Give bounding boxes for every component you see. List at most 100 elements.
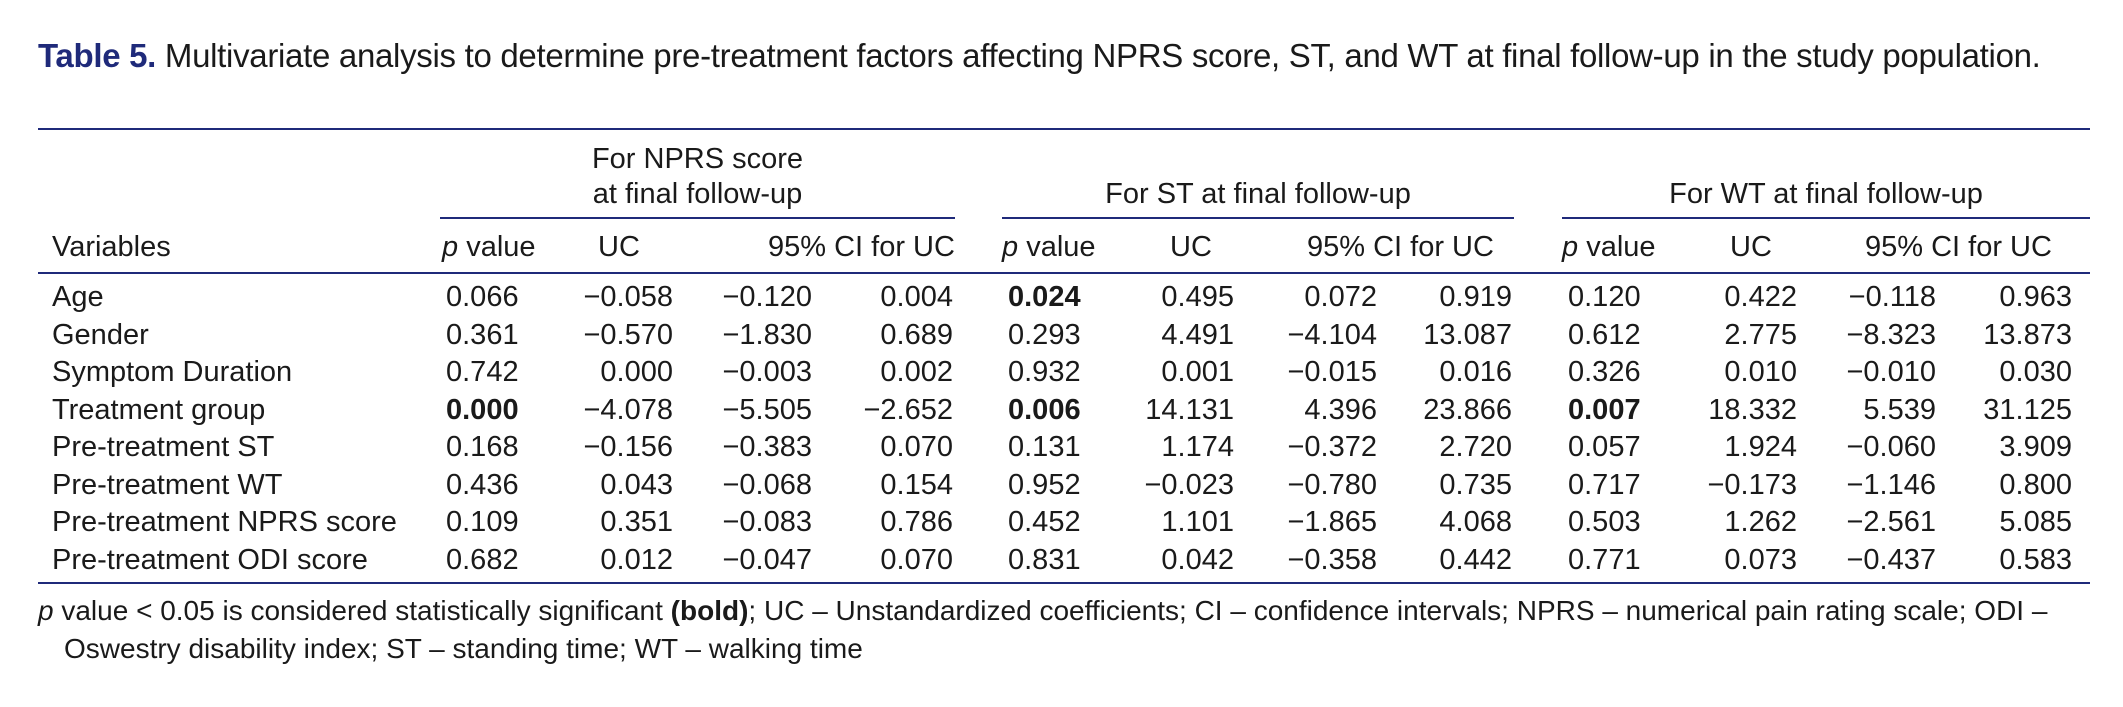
table-cell: 0.010 <box>1724 356 1797 388</box>
table-cell: 0.004 <box>880 281 953 313</box>
row-label: Treatment group <box>52 393 266 426</box>
table-footnote: p value < 0.05 is considered statistical… <box>38 592 2088 668</box>
table-cell: 0.326 <box>1568 356 1641 388</box>
row-label: Age <box>52 281 104 313</box>
table-cell: 2.775 <box>1724 318 1797 351</box>
table-cell: −0.358 <box>1287 543 1377 576</box>
table-cell: −4.104 <box>1287 318 1377 351</box>
group-header-nprs-line2: at final follow-up <box>592 178 803 210</box>
table-cell: 0.024 <box>1008 281 1081 313</box>
column-header-variables: Variables <box>52 231 171 263</box>
footnote-part2: ; UC – Unstandardized coefficients; CI –… <box>748 595 2048 626</box>
table-cell: −0.437 <box>1846 543 1936 576</box>
top-rule <box>38 128 2090 130</box>
table-cell: −0.068 <box>722 468 812 501</box>
table-cell: 0.120 <box>1568 281 1641 313</box>
table-cell: −1.146 <box>1846 468 1936 501</box>
table-label: Table 5. <box>38 37 157 74</box>
table-cell: 0.612 <box>1568 318 1641 351</box>
table-cell: 0.919 <box>1439 281 1512 313</box>
table-cell: 0.682 <box>446 543 519 576</box>
table-cell: −0.173 <box>1707 468 1797 501</box>
table-cell: 0.503 <box>1568 506 1641 538</box>
p-rest: value <box>458 231 536 263</box>
group-header-wt: For WT at final follow-up <box>1669 178 1983 210</box>
table-cell: 0.168 <box>446 431 519 463</box>
table-cell: −0.570 <box>583 318 673 351</box>
table-cell: −0.060 <box>1846 431 1936 463</box>
table-cell: 0.073 <box>1724 543 1797 576</box>
bottom-rule <box>38 582 2090 584</box>
table-cell: 0.452 <box>1008 506 1081 538</box>
table-cell: 0.583 <box>1999 543 2072 576</box>
p-italic: p <box>442 231 459 263</box>
table-cell: −0.120 <box>722 281 812 313</box>
table-cell: −8.323 <box>1846 318 1936 351</box>
table-cell: 1.174 <box>1161 431 1234 463</box>
table-cell: 0.963 <box>1999 281 2072 313</box>
footnote-p: p <box>38 595 54 626</box>
table-cell: 2.720 <box>1439 431 1512 463</box>
p-rest: value <box>1578 231 1656 263</box>
table-cell: 0.057 <box>1568 431 1641 463</box>
table-cell: 0.689 <box>880 318 953 351</box>
table-cell: 0.043 <box>600 468 673 501</box>
table-cell: −0.118 <box>1848 281 1936 313</box>
table-cell: 0.771 <box>1568 543 1641 576</box>
table-cell: 0.742 <box>446 356 519 388</box>
table-cell: 0.800 <box>1999 468 2072 501</box>
table-cell: 0.131 <box>1008 431 1081 463</box>
footnote-line2: Oswestry disability index; ST – standing… <box>64 633 863 664</box>
table-cell: 4.068 <box>1439 506 1512 538</box>
column-header-p-value: p value <box>1002 230 1096 264</box>
table-cell: 5.085 <box>1999 506 2072 538</box>
table-cell: −5.505 <box>722 393 812 426</box>
row-label: Pre-treatment ODI score <box>52 543 368 576</box>
table-cell: −0.058 <box>583 281 673 313</box>
p-rest: value <box>1018 231 1096 263</box>
caption-text: Multivariate analysis to determine pre-t… <box>164 37 2041 74</box>
table-caption: Table 5. Multivariate analysis to determ… <box>38 34 2088 78</box>
group-rule-st <box>1002 217 1514 219</box>
footnote-bold: (bold) <box>670 595 749 626</box>
table-cell: −4.078 <box>583 393 673 426</box>
table-cell: 0.495 <box>1161 281 1234 313</box>
table-cell: 4.396 <box>1304 393 1377 426</box>
table-cell: −0.780 <box>1287 468 1377 501</box>
table-cell: −0.156 <box>583 431 673 463</box>
table-cell: −0.383 <box>722 431 812 463</box>
table-cell: −1.830 <box>722 318 812 351</box>
table-cell: −0.083 <box>722 506 812 538</box>
table-cell: 1.262 <box>1724 506 1797 538</box>
table-cell: 0.006 <box>1008 393 1081 426</box>
table-cell: 0.109 <box>446 506 519 538</box>
table-cell: 23.866 <box>1423 393 1512 426</box>
row-label: Symptom Duration <box>52 356 293 388</box>
table-cell: −0.023 <box>1144 468 1234 501</box>
table-cell: −0.015 <box>1287 356 1377 388</box>
column-header-p-value: p value <box>1562 230 1656 264</box>
table-cell: −0.047 <box>722 543 812 576</box>
table-cell: 0.030 <box>1999 356 2072 388</box>
table-cell: 0.000 <box>600 356 673 388</box>
row-label: Pre-treatment WT <box>52 468 283 501</box>
table-cell: 0.442 <box>1439 543 1512 576</box>
table-cell: 1.924 <box>1724 431 1797 463</box>
table-cell: 0.786 <box>880 506 953 538</box>
table-cell: 0.735 <box>1439 468 1512 501</box>
table-cell: −0.372 <box>1287 431 1377 463</box>
column-header-uc: UC <box>1730 231 1772 263</box>
table-cell: −0.010 <box>1846 356 1936 388</box>
header-rule <box>38 272 2090 274</box>
table-cell: 0.012 <box>600 543 673 576</box>
table-cell: −1.865 <box>1287 506 1377 538</box>
table-cell: 0.351 <box>600 506 673 538</box>
table-cell: 1.101 <box>1161 506 1234 538</box>
table-cell: 0.042 <box>1161 543 1234 576</box>
table-cell: 0.016 <box>1439 356 1512 388</box>
table-cell: 0.000 <box>446 393 519 426</box>
table-cell: 13.087 <box>1423 318 1512 351</box>
column-header-uc: UC <box>598 231 640 263</box>
table-cell: 0.952 <box>1008 468 1081 501</box>
column-header-uc: UC <box>1170 231 1212 263</box>
